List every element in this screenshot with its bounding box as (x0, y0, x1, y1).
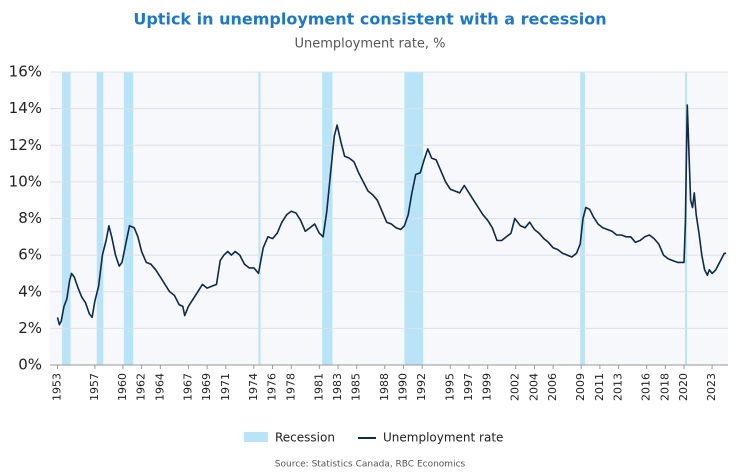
x-tick-label: 1990 (396, 373, 409, 401)
x-tick-label: 1969 (200, 373, 213, 401)
x-tick-label: 1983 (331, 373, 344, 401)
y-tick-label: 4% (18, 282, 42, 300)
y-tick-label: 14% (9, 99, 42, 117)
y-tick-label: 0% (18, 356, 42, 374)
x-tick-label: 2018 (658, 373, 671, 401)
x-tick-label: 1962 (135, 373, 148, 401)
chart-subtitle: Unemployment rate, % (294, 37, 445, 52)
x-tick-label: 1999 (481, 373, 494, 401)
legend-label: Unemployment rate (383, 431, 503, 445)
y-tick-label: 16% (9, 63, 42, 81)
y-tick-label: 8% (18, 209, 42, 227)
x-tick-label: 2002 (509, 373, 522, 401)
legend-swatch (244, 432, 268, 442)
chart-title: Uptick in unemployment consistent with a… (133, 10, 606, 29)
x-tick-label: 1964 (153, 373, 166, 401)
x-tick-label: 2020 (677, 373, 690, 401)
x-tick-label: 1967 (181, 373, 194, 401)
x-tick-label: 1953 (50, 373, 63, 401)
x-tick-label: 2011 (593, 373, 606, 401)
y-tick-label: 10% (9, 172, 42, 190)
x-tick-label: 1992 (415, 373, 428, 401)
x-tick-label: 2013 (612, 373, 625, 401)
x-tick-label: 1974 (247, 373, 260, 401)
x-tick-label: 1971 (219, 373, 232, 401)
x-tick-label: 1995 (443, 373, 456, 401)
x-tick-label: 2023 (705, 373, 718, 401)
x-tick-label: 2009 (574, 373, 587, 401)
line (56, 104, 727, 326)
x-tick-label: 1997 (462, 373, 475, 401)
y-tick-label: 2% (18, 319, 42, 337)
x-tick-label: 1988 (378, 373, 391, 401)
x-tick-label: 2004 (527, 373, 540, 401)
x-tick-label: 2016 (640, 373, 653, 401)
x-tick-label: 1981 (312, 373, 325, 401)
source: Source: Statistics Canada, RBC Economics (275, 460, 466, 470)
y-tick-label: 6% (18, 246, 42, 264)
x-tick-label: 1957 (88, 373, 101, 401)
legend-label: Recession (275, 431, 335, 445)
x-tick-label: 1976 (266, 373, 279, 401)
x-tick-label: 2006 (546, 373, 559, 401)
x-tick-label: 1978 (284, 373, 297, 401)
x-tick-label: 1960 (116, 373, 129, 401)
y-tick-label: 12% (9, 136, 42, 154)
x-tick-label: 1985 (350, 373, 363, 401)
